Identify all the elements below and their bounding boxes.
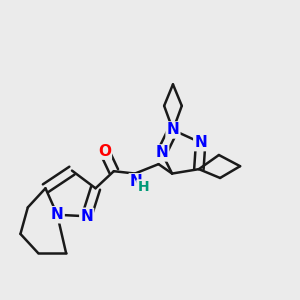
Text: N: N xyxy=(155,146,168,160)
Text: H: H xyxy=(137,180,149,194)
Text: N: N xyxy=(167,122,179,137)
Text: O: O xyxy=(98,144,111,159)
Text: N: N xyxy=(80,209,93,224)
Text: N: N xyxy=(130,174,142,189)
Text: N: N xyxy=(194,135,207,150)
Text: N: N xyxy=(51,207,64,222)
